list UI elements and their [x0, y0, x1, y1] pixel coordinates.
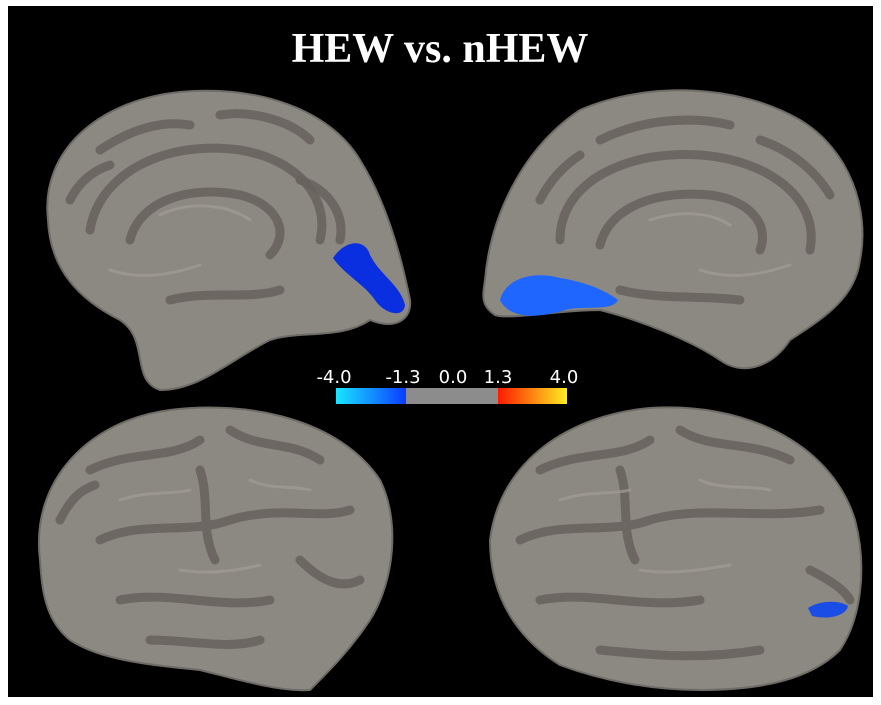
brain-lateral-left: [39, 408, 392, 691]
brain-lateral-right: [490, 407, 861, 690]
colorbar-label: 4.0: [550, 367, 579, 388]
figure: HEW vs. nHEW -4.0 -1.3 0.0: [0, 0, 881, 705]
colorbar-neutral: [406, 388, 498, 404]
colorbar-label: 0.0: [439, 367, 468, 388]
colorbar-label: -1.3: [385, 367, 420, 388]
colorbar-negative: [336, 388, 406, 404]
colorbar-label: 1.3: [484, 367, 513, 388]
colorbar-label: -4.0: [316, 367, 351, 388]
colorbar-positive: [498, 388, 567, 404]
title: HEW vs. nHEW: [292, 26, 589, 72]
